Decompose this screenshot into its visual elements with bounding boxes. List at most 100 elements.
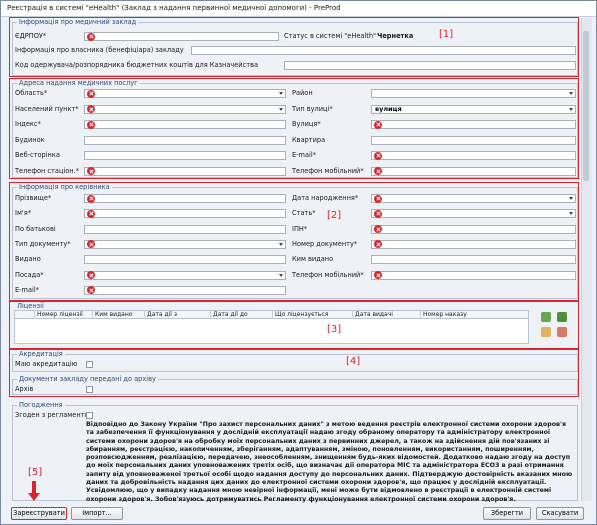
error-icon [374,120,382,129]
error-icon [87,209,95,218]
field-label: E-mail* [15,285,39,294]
dropdown[interactable] [371,89,576,98]
checkbox[interactable] [86,361,93,368]
error-icon [87,120,95,129]
field-label: Чернетка [377,32,414,40]
field-label: Населений пункт* [15,104,79,113]
text-input[interactable] [191,46,576,55]
arrow-shaft [32,481,36,495]
error-icon [87,89,95,98]
annotation: [3] [327,324,342,335]
field-label: Квартира [292,135,326,144]
column-header: Що ліцензується [272,310,351,319]
text-input[interactable] [371,270,576,280]
field-label: Посада* [15,270,44,279]
field-label: Інформація про власника (бенефіціара) за… [15,46,184,54]
toolbar-icon[interactable] [541,327,551,337]
group-title: Акредитація [17,350,65,359]
group-title: Ліцензії [17,302,44,310]
scroll-thumb[interactable] [583,31,589,181]
column-header: Дата видачі [352,310,419,319]
text-input[interactable] [84,135,286,145]
dropdown[interactable] [371,194,576,203]
group-box [12,22,578,76]
dropdown[interactable]: вулиця [371,104,576,114]
field-label: Вулиця* [292,120,321,128]
highlight-box [9,182,579,301]
dropdown[interactable] [84,104,286,114]
toolbar-icon[interactable] [541,312,551,322]
field-label: E-mail* [292,151,316,159]
error-icon [87,271,95,279]
field-label: Область* [15,89,48,97]
text-input[interactable] [84,255,286,265]
error-icon [374,209,382,218]
annotation: [4] [346,356,361,367]
field-label: Ким видано [292,255,334,264]
toolbar-icon[interactable] [557,327,567,337]
text-input[interactable] [371,135,576,145]
group-title: Інформація про керівника [17,183,112,192]
text-input[interactable] [84,285,286,295]
toolbar-icon[interactable] [557,312,567,322]
column-header: Дата дії з [144,310,209,319]
text-input[interactable] [371,120,576,129]
text-input[interactable] [371,239,576,249]
text-input[interactable] [84,32,279,41]
group-box [12,187,578,299]
save-button[interactable]: Зберегти [483,507,531,520]
text-input[interactable] [84,120,286,129]
field-label: Дата народження* [292,194,359,202]
annotation: [2] [327,210,342,221]
error-icon [374,151,382,160]
text-input[interactable] [371,255,576,265]
column-header: Ким видано [92,310,143,319]
group-box [12,83,578,178]
field-label: Видано [15,255,41,264]
error-icon [87,105,95,113]
field-label: Телефон стаціон.* [15,166,79,175]
title-bar [1,1,596,17]
column-header: Дата дії до [210,310,271,319]
dropdown[interactable] [84,89,286,98]
field-label: Тип документу* [15,239,71,248]
error-icon [374,240,382,249]
error-icon [374,271,382,279]
group-title: Інформація про медичний заклад [17,18,139,27]
checkbox[interactable] [86,386,93,393]
text-input[interactable] [84,166,286,176]
text-input[interactable] [84,194,286,203]
dropdown[interactable] [84,270,286,280]
field-label: Телефон мобільний* [292,270,364,279]
field-label: Код одержувача/розпорядника бюджетних ко… [15,61,258,69]
text-input[interactable] [84,224,286,234]
field-label: Статус в системі "eHealth" [284,32,377,40]
text-input[interactable] [371,224,576,234]
import-button[interactable]: Імпорт... [71,507,123,520]
scrollbar[interactable] [581,18,592,501]
group-box [12,405,578,501]
field-label: Маю акредитацію [15,360,78,368]
cancel-button[interactable]: Скасувати [536,507,584,520]
text-input[interactable] [84,209,286,219]
error-icon [87,286,95,295]
group-title: Документи закладу передані до архіву [17,375,158,384]
field-label: Архів [15,385,34,393]
text-input[interactable] [371,166,576,176]
field-label: Будинок [15,135,45,144]
text-input[interactable] [284,61,576,70]
field-label: Веб-сторінка [15,151,60,159]
text-input[interactable] [84,151,286,160]
field-label: Телефон мобільний* [292,166,364,175]
register-button[interactable]: Зареєструвати [11,507,67,520]
checkbox[interactable] [86,412,93,419]
column-header: Номер наказу [420,310,483,319]
annotation: [5] [28,467,43,478]
field-label: Ім'я* [15,209,31,218]
dropdown[interactable] [84,239,286,249]
table-header [14,310,529,319]
text-input[interactable] [371,151,576,160]
dropdown[interactable] [371,209,576,219]
field-label: Тип вулиці* [292,104,333,113]
